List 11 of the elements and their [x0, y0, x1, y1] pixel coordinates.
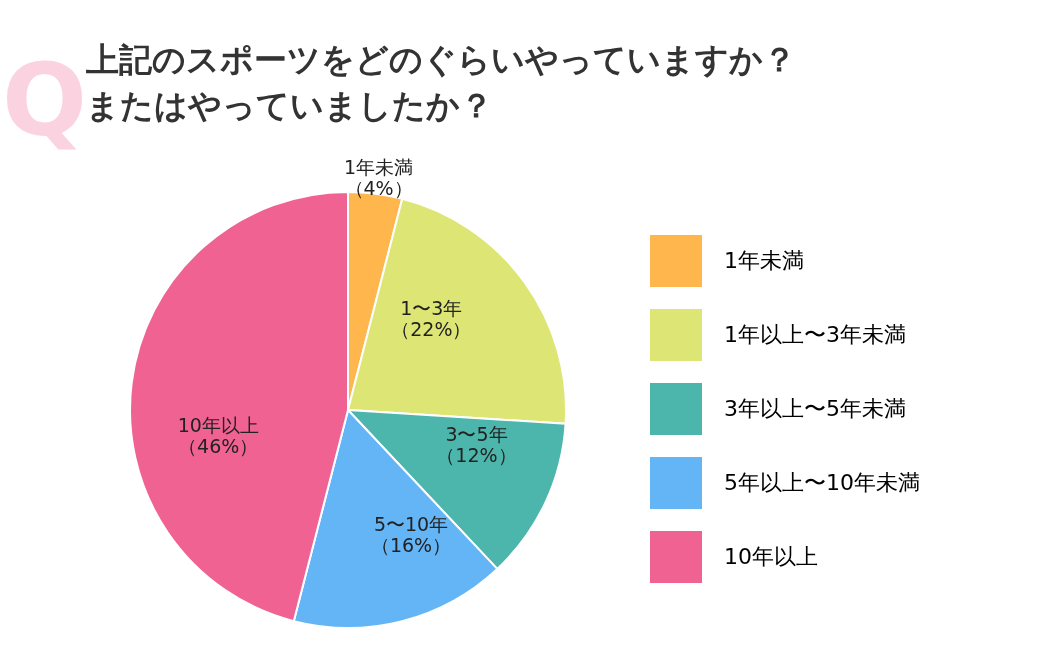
data-label: 1〜3年（22%） [391, 297, 472, 341]
legend-label: 1年以上〜3年未満 [724, 322, 906, 347]
data-label: 10年以上（46%） [177, 414, 259, 458]
chart-title: 上記のスポーツをどのぐらいやっていますか？またはやっていましたか？ [85, 40, 796, 125]
legend-label: 1年未満 [724, 248, 804, 273]
data-label: 1年未満（4%） [344, 155, 414, 199]
legend-label: 10年以上 [724, 544, 818, 569]
legend-label: 3年以上〜5年未満 [724, 396, 906, 421]
data-label: 3〜5年（12%） [436, 422, 517, 466]
data-label: 5〜10年（16%） [370, 512, 452, 556]
legend-label: 5年以上〜10年未満 [724, 470, 920, 495]
